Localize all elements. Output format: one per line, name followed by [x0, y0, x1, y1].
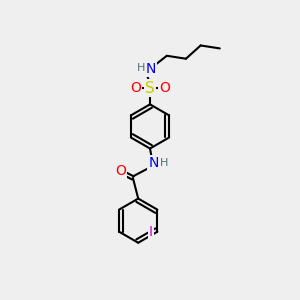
Text: O: O [130, 81, 141, 95]
Text: S: S [145, 81, 155, 96]
Text: I: I [149, 225, 153, 239]
Text: H: H [137, 63, 146, 73]
Text: O: O [159, 81, 170, 95]
Text: H: H [160, 158, 168, 168]
Text: N: N [148, 156, 159, 170]
Text: N: N [146, 62, 156, 76]
Text: O: O [115, 164, 126, 178]
